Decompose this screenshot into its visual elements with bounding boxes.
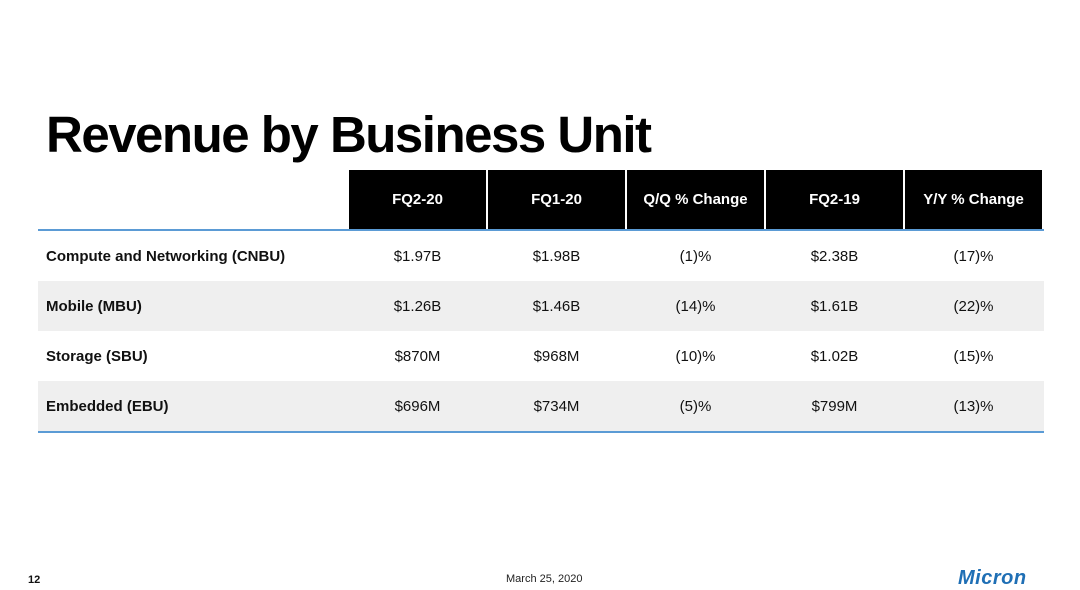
table-row: Mobile (MBU) $1.26B $1.46B (14)% $1.61B … [38, 281, 1044, 331]
table-cell: $1.46B [532, 297, 581, 315]
table-cell: (14)% [675, 297, 716, 315]
column-header-qq-change: Q/Q % Change [627, 170, 764, 229]
table-cell: $1.98B [532, 247, 581, 265]
column-header-fq1-20: FQ1-20 [488, 170, 625, 229]
table-cell: $2.38B [810, 247, 859, 265]
table-cell: $696M [394, 397, 441, 415]
table-cell: $968M [533, 347, 580, 365]
table-cell: (5)% [679, 397, 712, 415]
table-cell: $1.97B [393, 247, 442, 265]
table-cell: $1.26B [393, 297, 442, 315]
column-header-yy-change: Y/Y % Change [905, 170, 1042, 229]
table-row: Embedded (EBU) $696M $734M (5)% $799M (1… [38, 381, 1044, 433]
page-title: Revenue by Business Unit [46, 106, 652, 163]
footer-date: March 25, 2020 [506, 573, 583, 585]
table-cell: $734M [533, 397, 580, 415]
page-number: 12 [28, 574, 41, 586]
table-cell: (17)% [953, 247, 994, 265]
table-header-row: FQ2-20 FQ1-20 Q/Q % Change FQ2-19 Y/Y % … [38, 170, 1044, 231]
table-row: Compute and Networking (CNBU) $1.97B $1.… [38, 231, 1044, 281]
row-label: Storage (SBU) [46, 347, 148, 365]
table-cell: (1)% [679, 247, 712, 265]
table-cell: $799M [811, 397, 858, 415]
row-label: Embedded (EBU) [46, 397, 169, 415]
row-label: Mobile (MBU) [46, 297, 142, 315]
table-cell: (22)% [953, 297, 994, 315]
table-row: Storage (SBU) $870M $968M (10)% $1.02B (… [38, 331, 1044, 381]
micron-logo: Micron [958, 567, 1027, 589]
row-label: Compute and Networking (CNBU) [46, 247, 286, 265]
table-cell: $1.02B [810, 347, 859, 365]
revenue-table: FQ2-20 FQ1-20 Q/Q % Change FQ2-19 Y/Y % … [38, 170, 1044, 433]
table-cell: (10)% [675, 347, 716, 365]
column-header-fq2-20: FQ2-20 [349, 170, 486, 229]
table-cell: $1.61B [810, 297, 859, 315]
table-cell: (15)% [953, 347, 994, 365]
table-cell: (13)% [953, 397, 994, 415]
table-cell: $870M [394, 347, 441, 365]
column-header-fq2-19: FQ2-19 [766, 170, 903, 229]
header-spacer [38, 170, 347, 229]
